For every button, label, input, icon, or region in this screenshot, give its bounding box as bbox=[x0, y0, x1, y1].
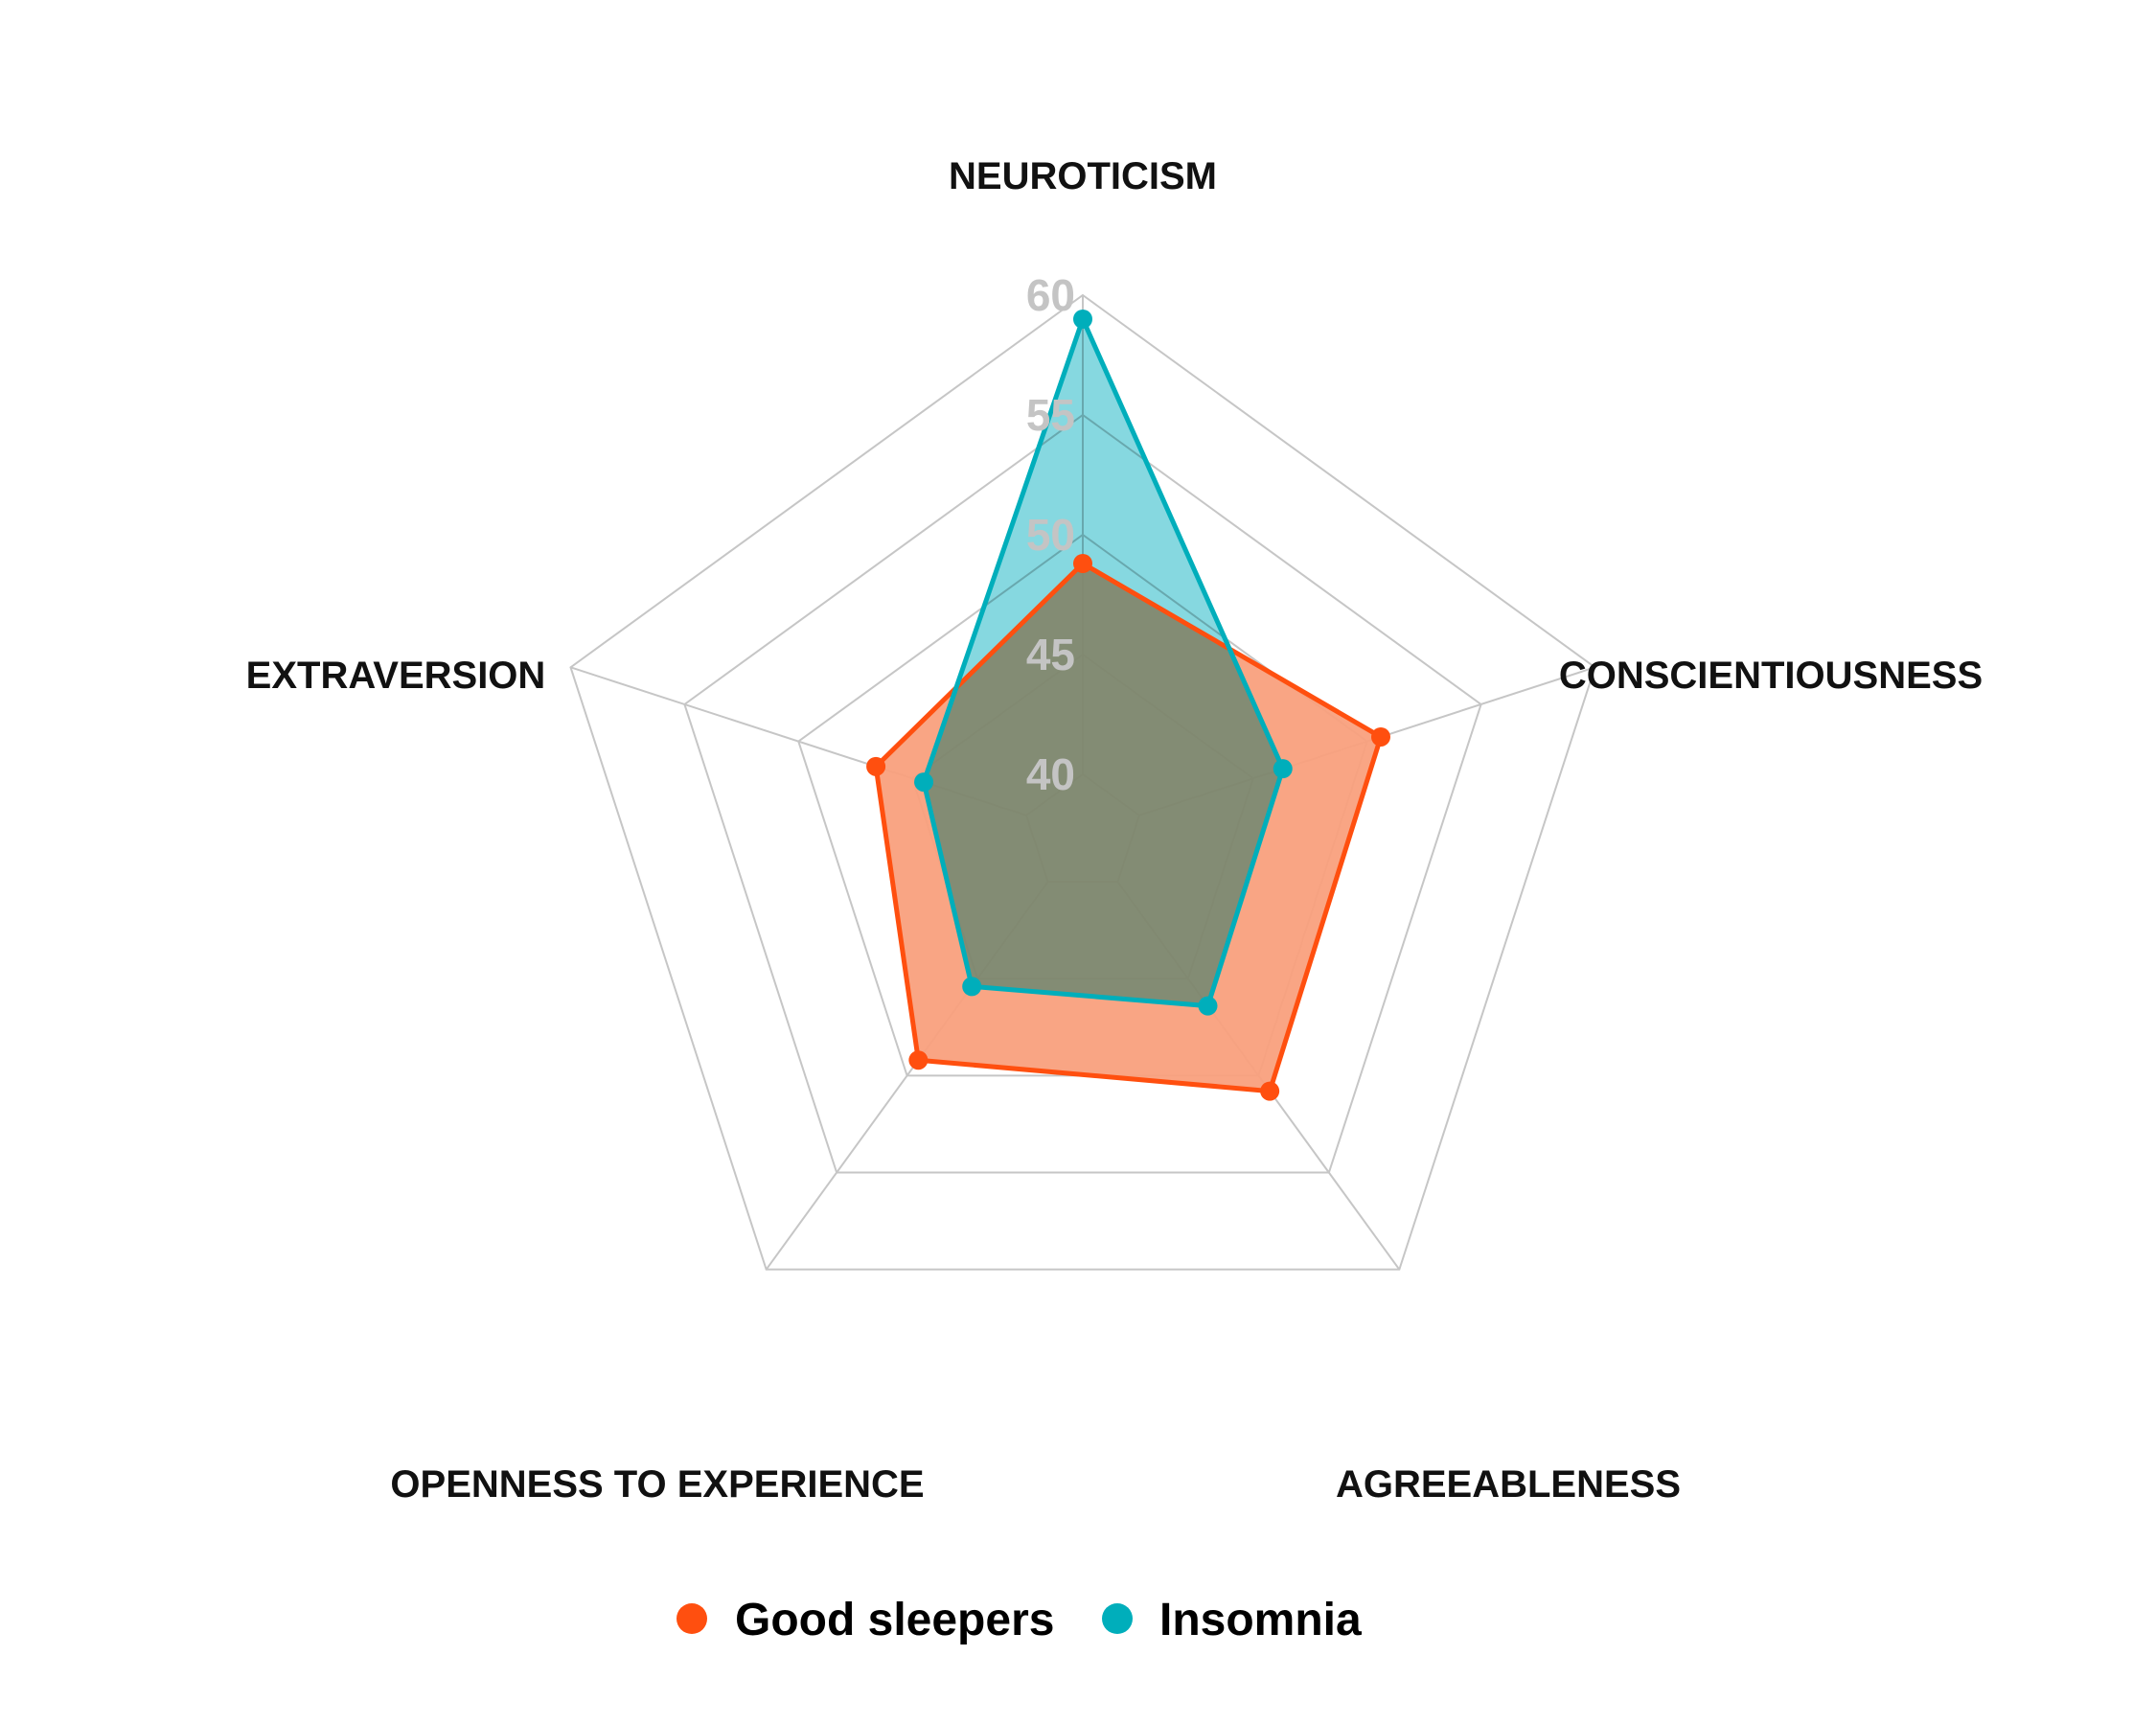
data-point-insomnia-conscientiousness bbox=[1273, 759, 1293, 779]
tick-label-40: 40 bbox=[1026, 749, 1075, 799]
series-outline-good-sleepers bbox=[873, 561, 1384, 1094]
data-point-insomnia-agreeableness bbox=[1198, 996, 1218, 1016]
legend: Good sleepers Insomnia bbox=[677, 1595, 1362, 1645]
legend-marker-insomnia bbox=[1102, 1603, 1133, 1634]
tick-label-45: 45 bbox=[1026, 630, 1075, 679]
tick-label-50: 50 bbox=[1026, 510, 1075, 560]
data-point-insomnia-extraversion bbox=[914, 772, 934, 793]
series-area-insomnia bbox=[924, 319, 1283, 1006]
axis-label-neuroticism: NEUROTICISM bbox=[949, 155, 1217, 197]
data-point-good-sleepers-extraversion bbox=[866, 756, 886, 776]
data-point-good-sleepers-neuroticism bbox=[1073, 554, 1092, 573]
data-point-insomnia-neuroticism bbox=[1073, 310, 1092, 329]
axis-label-conscientiousness: CONSCIENTIOUSNESS bbox=[1559, 655, 1983, 697]
data-point-good-sleepers-openness-to-experience bbox=[908, 1050, 929, 1070]
grid-ring-55 bbox=[683, 413, 1482, 1174]
data-point-insomnia-openness-to-experience bbox=[962, 977, 982, 997]
radial-tick-labels: 40 45 50 55 60 bbox=[1026, 270, 1075, 799]
legend-marker-good-sleepers bbox=[677, 1603, 707, 1634]
tick-label-55: 55 bbox=[1026, 390, 1075, 440]
axis-label-extraversion: EXTRAVERSION bbox=[246, 655, 546, 697]
radar-series bbox=[866, 310, 1390, 1101]
grid-ring-60 bbox=[569, 293, 1596, 1271]
axis-label-openness-to-experience: OPENNESS TO EXPERIENCE bbox=[390, 1463, 924, 1506]
data-point-good-sleepers-agreeableness bbox=[1260, 1081, 1280, 1101]
axis-labels: NEUROTICISM CONSCIENTIOUSNESS AGREEABLEN… bbox=[246, 155, 1983, 1506]
series-outline-insomnia bbox=[921, 316, 1286, 1009]
legend-label-insomnia: Insomnia bbox=[1159, 1595, 1362, 1645]
axis-label-agreeableness: AGREEABLENESS bbox=[1336, 1463, 1681, 1506]
data-point-good-sleepers-conscientiousness bbox=[1370, 726, 1390, 747]
tick-label-60: 60 bbox=[1026, 270, 1075, 320]
legend-label-good-sleepers: Good sleepers bbox=[735, 1595, 1054, 1645]
